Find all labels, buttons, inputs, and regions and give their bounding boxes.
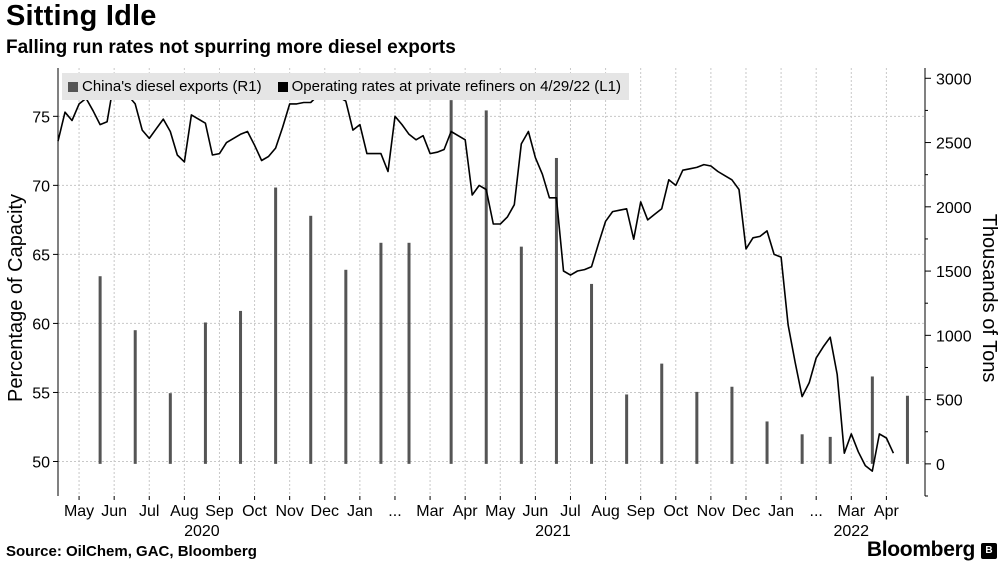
bar-diesel-exports: [870, 376, 874, 464]
bar-diesel-exports: [133, 330, 137, 464]
bar-diesel-exports: [407, 242, 411, 464]
x-month-label: Nov: [697, 503, 725, 520]
source-note: Source: OilChem, GAC, Bloomberg: [6, 543, 257, 560]
bar-diesel-exports: [660, 363, 664, 464]
bar-diesel-exports: [203, 322, 207, 464]
x-month-label: Apr: [453, 503, 479, 520]
x-month-label: Sep: [205, 503, 234, 520]
y-left-tick-label: 60: [32, 316, 50, 333]
y-right-axis-title: Thousands of Tons: [978, 214, 1000, 383]
y-left-tick-label: 70: [32, 178, 50, 195]
bar-diesel-exports: [765, 421, 769, 464]
bar-diesel-exports: [239, 310, 243, 464]
x-month-label: Jan: [768, 503, 794, 520]
y-left-tick-label: 50: [32, 454, 50, 471]
bar-diesel-exports: [590, 283, 594, 464]
bloomberg-mark-icon: B: [981, 543, 997, 559]
x-year-label: 2021: [535, 523, 571, 540]
x-month-label: May: [485, 503, 515, 520]
x-month-label: Aug: [591, 503, 619, 520]
y-right-tick-label: 1500: [936, 264, 972, 281]
bar-diesel-exports: [309, 215, 313, 464]
legend-item-diesel-exports: China's diesel exports (R1): [68, 78, 262, 95]
chart-subtitle: Falling run rates not spurring more dies…: [6, 37, 456, 58]
x-month-label: Dec: [732, 503, 760, 520]
bar-diesel-exports: [800, 434, 804, 464]
bar-diesel-exports: [905, 395, 909, 464]
bloomberg-logo: Bloomberg: [866, 538, 975, 561]
x-month-label: Oct: [242, 503, 267, 520]
x-month-label: Nov: [275, 503, 303, 520]
x-month-label: ...: [810, 503, 823, 520]
x-month-label: May: [64, 503, 94, 520]
y-left-tick-label: 55: [32, 385, 50, 402]
x-month-label: Aug: [170, 503, 198, 520]
x-year-label: 2022: [833, 523, 869, 540]
y-right-tick-label: 2500: [936, 136, 972, 153]
x-month-label: Sep: [626, 503, 655, 520]
x-year-label: 2020: [184, 523, 220, 540]
bar-diesel-exports: [168, 393, 172, 464]
legend-label-exports: China's diesel exports (R1): [82, 78, 262, 95]
bar-diesel-exports: [344, 269, 348, 464]
y-right-tick-label: 3000: [936, 71, 972, 88]
bar-diesel-exports: [625, 394, 629, 464]
x-month-label: Oct: [663, 503, 688, 520]
bar-diesel-exports: [695, 391, 699, 464]
x-month-label: ...: [388, 503, 401, 520]
x-month-label: Jul: [560, 503, 580, 520]
x-month-label: Jun: [101, 503, 127, 520]
x-month-label: Dec: [311, 503, 339, 520]
bar-diesel-exports: [828, 436, 832, 464]
x-month-label: Mar: [416, 503, 444, 520]
legend-swatch-rates: [277, 81, 288, 92]
bar-diesel-exports: [519, 246, 523, 464]
x-month-label: Apr: [874, 503, 900, 520]
legend-item-operating-rates: Operating rates at private refiners on 4…: [277, 78, 621, 95]
y-left-axis-title: Percentage of Capacity: [5, 194, 27, 402]
x-month-label: Jul: [139, 503, 159, 520]
bar-diesel-exports: [449, 100, 453, 464]
chart-title: Sitting Idle: [6, 0, 157, 32]
chart-legend: China's diesel exports (R1) Operating ra…: [62, 73, 629, 100]
line-operating-rates: [57, 79, 895, 472]
y-right-tick-label: 1000: [936, 328, 972, 345]
legend-swatch-exports: [68, 81, 78, 92]
y-left-tick-label: 65: [32, 247, 50, 264]
x-month-label: Mar: [838, 503, 866, 520]
bar-diesel-exports: [98, 276, 102, 464]
y-right-tick-label: 0: [936, 457, 945, 474]
bar-diesel-exports: [274, 187, 278, 464]
legend-label-rates: Operating rates at private refiners on 4…: [291, 78, 621, 95]
y-left-tick-label: 75: [32, 109, 50, 126]
bar-diesel-exports: [379, 242, 383, 464]
bar-diesel-exports: [484, 110, 488, 464]
bar-diesel-exports: [554, 157, 558, 464]
bar-diesel-exports: [730, 386, 734, 464]
x-month-label: Jun: [522, 503, 548, 520]
x-month-label: Jan: [347, 503, 373, 520]
y-right-tick-label: 2000: [936, 200, 972, 217]
y-right-tick-label: 500: [936, 393, 963, 410]
